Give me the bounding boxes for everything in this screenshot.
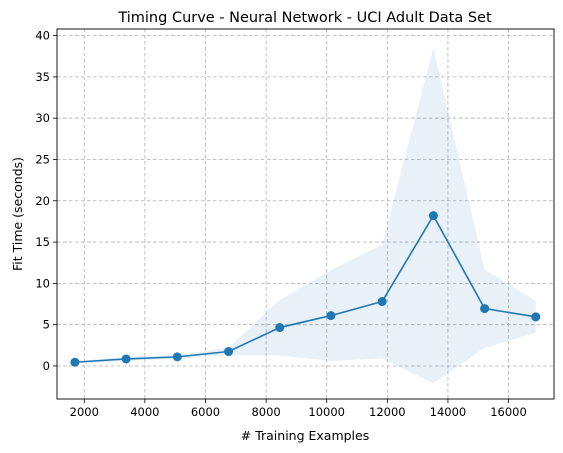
x-tick-label: 16000: [490, 405, 527, 419]
data-point: [377, 297, 387, 307]
std-band: [74, 47, 536, 384]
std-band-layer: [74, 47, 536, 384]
data-point: [224, 347, 234, 357]
data-point: [326, 311, 336, 321]
y-tick-label: 0: [43, 359, 50, 373]
series-line-layer: [74, 214, 536, 364]
y-tick-label: 30: [35, 111, 50, 125]
y-tick-label: 25: [35, 152, 50, 166]
x-tick-label: 4000: [130, 405, 159, 419]
y-axis-ticks: 0 5 10 15 20 25 30 35 40: [35, 29, 57, 373]
series-points-layer: [70, 211, 541, 367]
data-point: [428, 211, 438, 221]
x-axis-ticks: 2000 4000 6000 8000 10000 12000 14000 16000: [70, 399, 527, 419]
plot-frame: [56, 28, 555, 400]
chart-title: Timing Curve - Neural Network - UCI Adul…: [117, 10, 492, 26]
x-axis-label: # Training Examples: [241, 428, 370, 443]
x-tick-label: 12000: [369, 405, 406, 419]
grid: [57, 29, 554, 399]
y-axis-label: Fit Time (seconds): [10, 157, 25, 271]
y-tick-label: 5: [43, 318, 50, 332]
x-tick-label: 14000: [430, 405, 467, 419]
data-point: [480, 304, 490, 314]
y-tick-label: 40: [35, 29, 50, 43]
x-tick-label: 2000: [70, 405, 99, 419]
x-tick-label: 6000: [191, 405, 220, 419]
y-tick-label: 35: [35, 70, 50, 84]
x-tick-label: 10000: [308, 405, 345, 419]
data-point: [70, 357, 80, 367]
data-point: [121, 354, 131, 364]
x-tick-label: 8000: [251, 405, 280, 419]
y-tick-label: 20: [35, 194, 50, 208]
data-point: [531, 312, 541, 322]
data-point: [275, 323, 285, 333]
y-tick-label: 15: [35, 235, 50, 249]
y-tick-label: 10: [35, 276, 50, 290]
data-point: [172, 352, 182, 362]
series-line: [74, 214, 536, 364]
